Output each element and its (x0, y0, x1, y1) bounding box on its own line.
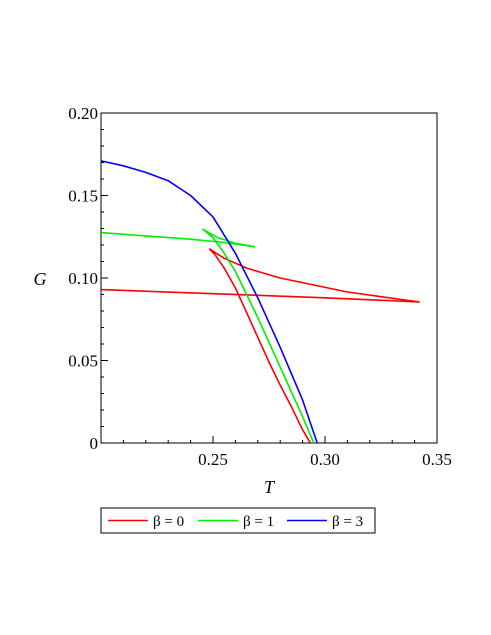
y-tick-label: 0.05 (68, 352, 98, 371)
series-line-0 (100, 248, 420, 444)
legend-label-1: β = 1 (243, 514, 274, 530)
y-tick-label: 0 (90, 434, 99, 453)
x-tick-label: 0.30 (310, 450, 340, 469)
y-tick-label: 0.10 (68, 269, 98, 288)
y-tick-label: 0.15 (68, 187, 98, 206)
legend: β = 0 β = 1 β = 3 (100, 507, 376, 534)
series-group (100, 160, 420, 444)
x-axis-label: T (264, 477, 276, 497)
series-line-2 (100, 160, 318, 444)
plot-frame (100, 112, 438, 444)
legend-label-2: β = 3 (332, 514, 363, 530)
y-axis-label: G (34, 269, 47, 289)
ticks-group: 0.25 0.30 0.35 0 0.05 0.10 0.15 0.20 (68, 104, 452, 469)
y-tick-label: 0.20 (68, 104, 98, 123)
series-line-1 (100, 228, 315, 444)
x-tick-label: 0.25 (198, 450, 228, 469)
legend-label-0: β = 0 (153, 514, 184, 530)
x-tick-label: 0.35 (422, 450, 452, 469)
